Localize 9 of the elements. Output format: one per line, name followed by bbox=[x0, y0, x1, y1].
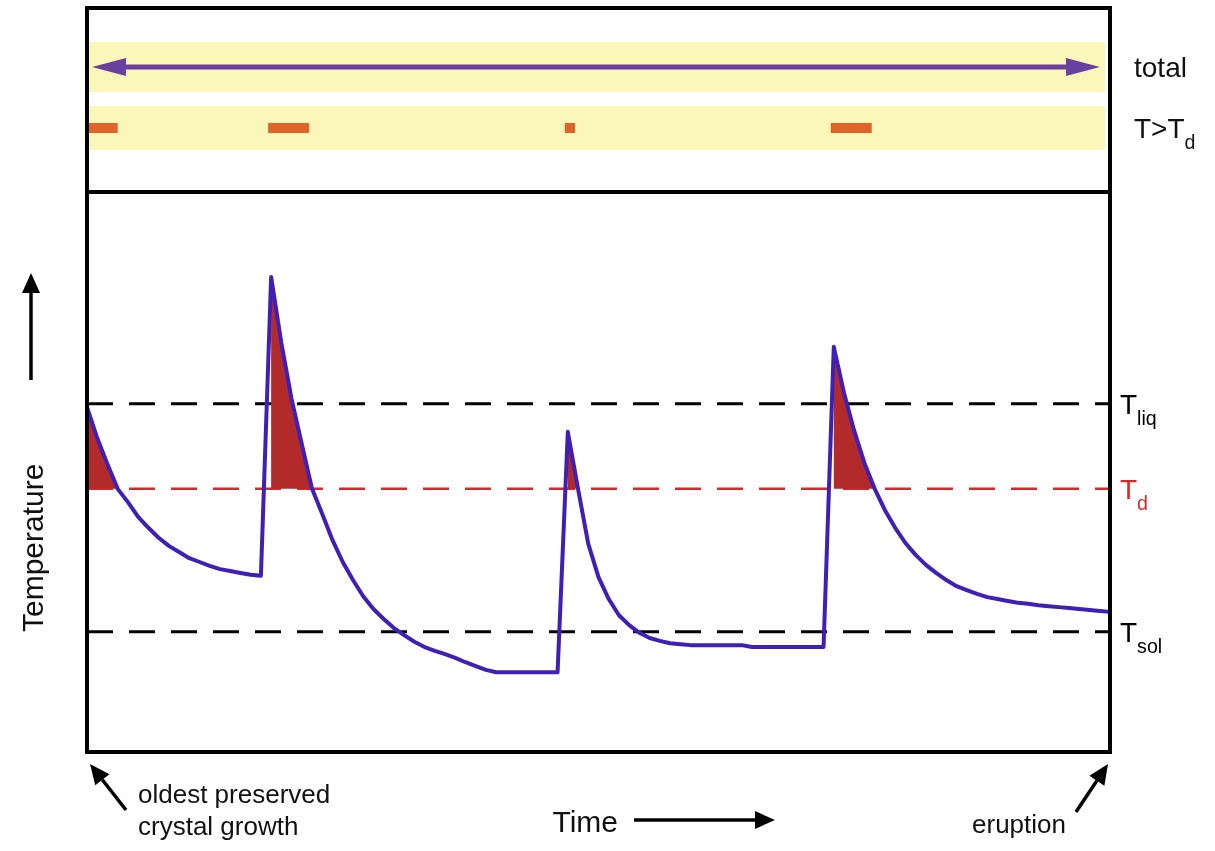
text: total bbox=[1134, 52, 1187, 83]
x-axis-title: Time bbox=[552, 805, 618, 838]
y-axis-title: Temperature bbox=[16, 463, 49, 632]
ref-line-label: T$_{liq}$ bbox=[1120, 388, 1157, 429]
ref-line-label: T$_{sol}$ bbox=[1120, 616, 1163, 657]
text: eruption bbox=[972, 809, 1066, 839]
text: oldest preserved crystal growth bbox=[138, 779, 331, 841]
text: T>T$_{d}$ bbox=[1134, 113, 1196, 153]
ref-line-label: T$_{d}$ bbox=[1120, 473, 1149, 514]
